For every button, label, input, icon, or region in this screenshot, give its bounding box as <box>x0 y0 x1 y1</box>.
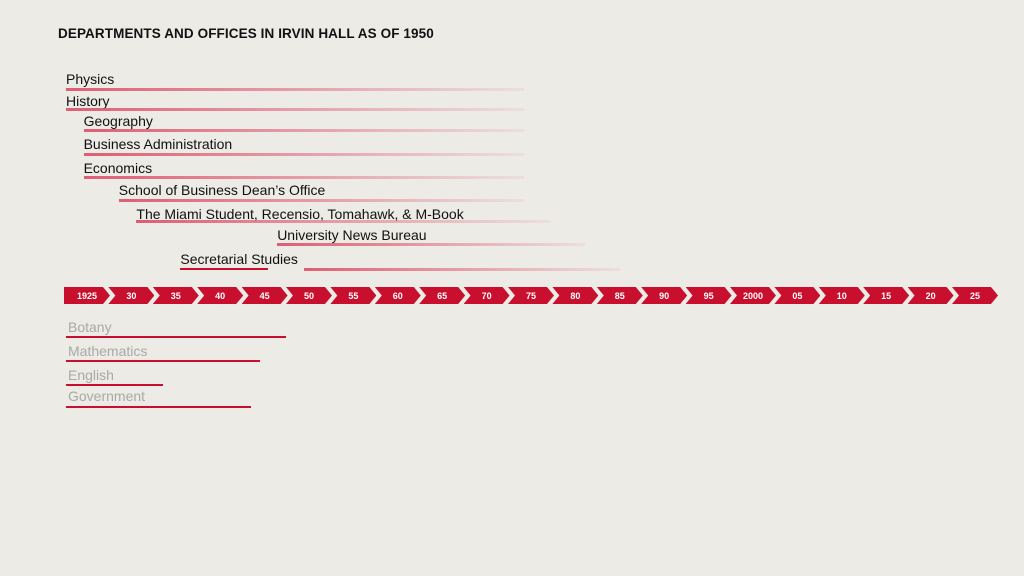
department-label: University News Bureau <box>277 227 427 243</box>
former-department-label: Government <box>68 388 146 404</box>
timeline-tick: 45 <box>242 287 288 304</box>
department-bar-earlier <box>180 268 269 270</box>
former-department-label: Mathematics <box>68 343 148 359</box>
timeline-tick: 1925 <box>64 287 110 304</box>
department-bar <box>83 129 524 132</box>
former-department-bar <box>66 360 260 362</box>
department-label: School of Business Dean’s Office <box>118 182 326 198</box>
timeline-tick: 75 <box>508 287 554 304</box>
former-department-bar <box>66 406 251 408</box>
timeline-tick: 20 <box>908 287 954 304</box>
former-department-label: Botany <box>68 319 112 335</box>
timeline-tick: 25 <box>952 287 998 304</box>
timeline-tick: 10 <box>819 287 865 304</box>
department-label: Business Administration <box>83 136 233 152</box>
timeline-tick: 40 <box>197 287 243 304</box>
department-bar <box>66 108 524 111</box>
department-bar <box>277 243 586 246</box>
department-bar <box>136 220 550 223</box>
department-bar <box>83 153 524 156</box>
department-bar <box>83 176 524 179</box>
department-bar <box>118 199 524 202</box>
former-department-label: English <box>68 367 114 383</box>
department-label: Economics <box>83 160 153 176</box>
department-label: Geography <box>83 113 153 129</box>
timeline-tick: 05 <box>774 287 820 304</box>
timeline-tick: 70 <box>464 287 510 304</box>
department-label: Secretarial Studies <box>180 251 298 267</box>
timeline-tick: 15 <box>863 287 909 304</box>
former-department-bar <box>66 336 286 338</box>
former-department-bar <box>66 384 163 386</box>
timeline-tick: 50 <box>286 287 332 304</box>
timeline-tick: 65 <box>419 287 465 304</box>
timeline-tick: 35 <box>153 287 199 304</box>
timeline-tick: 60 <box>375 287 421 304</box>
timeline-tick: 30 <box>108 287 154 304</box>
timeline-tick: 55 <box>330 287 376 304</box>
department-bar <box>303 268 621 271</box>
timeline-tick: 85 <box>597 287 643 304</box>
department-bar <box>66 88 524 91</box>
department-label: Physics <box>66 71 115 87</box>
timeline-tick: 2000 <box>730 287 776 304</box>
department-label: History <box>66 93 110 109</box>
page-title: DEPARTMENTS AND OFFICES IN IRVIN HALL AS… <box>58 26 434 41</box>
timeline-tick: 95 <box>686 287 732 304</box>
timeline-tick: 80 <box>552 287 598 304</box>
department-label: The Miami Student, Recensio, Tomahawk, &… <box>136 206 464 222</box>
timeline-tick: 90 <box>641 287 687 304</box>
